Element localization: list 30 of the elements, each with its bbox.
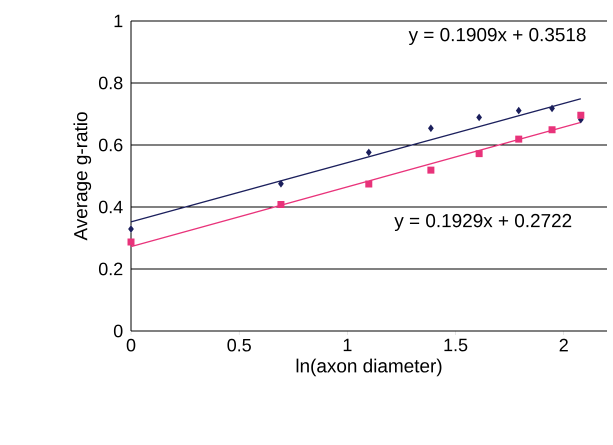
point [577,112,584,119]
y-tick-label: 0.2 [98,262,122,276]
y-tick-label: 0.8 [98,76,122,90]
x-tick-label: 0 [126,338,136,352]
point [366,148,372,156]
x-axis-title: ln(axon diameter) [296,358,442,376]
y-axis-title: Average g-ratio [73,112,92,240]
point [428,124,434,132]
x-tick-label: 1.5 [444,338,468,352]
x-tick-label: 2 [560,338,568,352]
point [515,136,522,143]
y-tick-label: 0.4 [98,200,123,214]
x-tick-label: 0.5 [227,338,251,352]
annotation: y = 0.1929x + 0.2722 [394,214,572,232]
point [548,126,556,134]
point [278,180,284,188]
point [365,180,372,188]
x-tick-label: 1 [344,338,352,352]
y-tick-label: 0.6 [98,138,122,152]
y-tick-label: 0 [114,324,122,338]
point [128,225,134,232]
point [277,201,284,208]
point [427,166,434,174]
y-tick-label: 1 [114,14,122,28]
point [476,114,482,121]
point [476,150,483,158]
point [128,238,135,246]
point [549,104,555,112]
annotation: y = 0.1909x + 0.3518 [408,28,586,46]
point [516,107,522,114]
